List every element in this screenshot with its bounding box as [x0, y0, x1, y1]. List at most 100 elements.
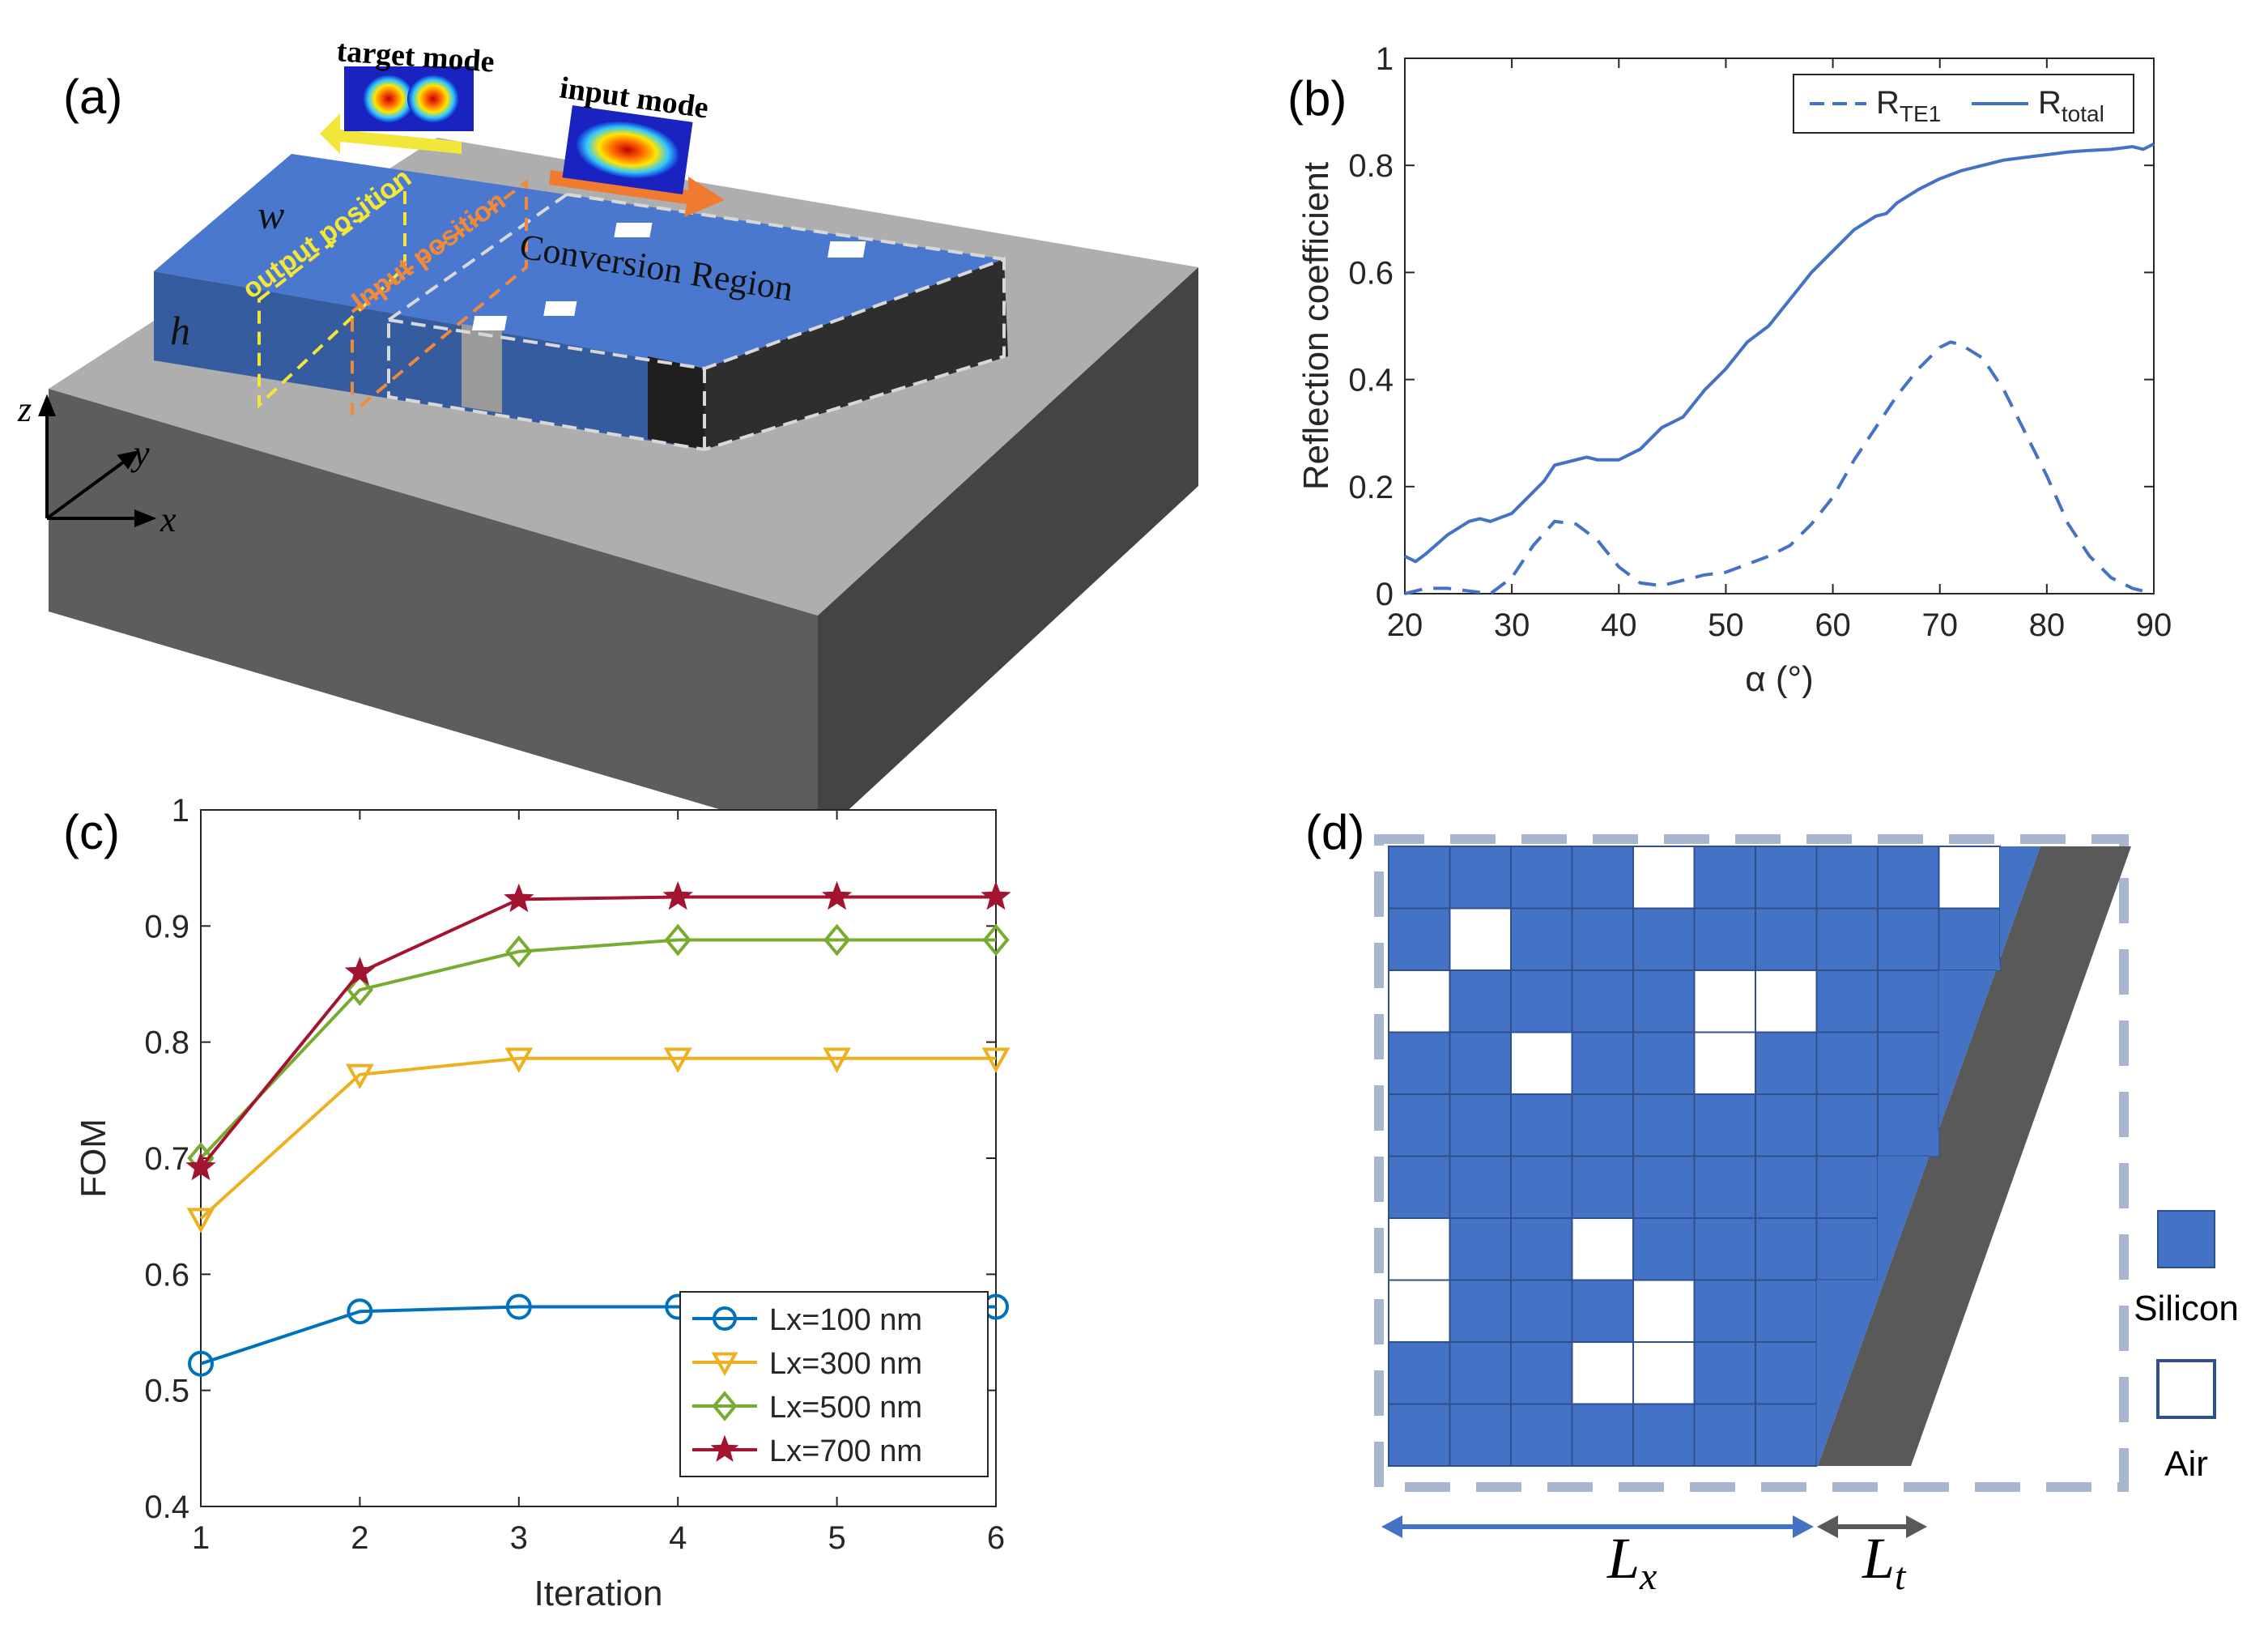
silicon-taper-edge [1816, 1404, 1840, 1466]
y-tick-label: 0.6 [144, 1257, 189, 1293]
axis-x-label: x [160, 500, 177, 539]
data-point [504, 1047, 534, 1073]
silicon-cell [1877, 1031, 1940, 1095]
silicon-cell [1510, 1093, 1573, 1157]
silicon-taper-edge [1938, 1032, 1974, 1094]
silicon-cell [1693, 1341, 1756, 1405]
air-cell [1632, 1341, 1696, 1405]
silicon-cell [1755, 1155, 1818, 1219]
silicon-cell [1449, 1093, 1512, 1157]
silicon-taper-edge [1878, 1218, 1907, 1280]
width-label: w [257, 192, 284, 237]
silicon-cell [1632, 1217, 1696, 1281]
silicon-taper-edge [1938, 970, 1996, 1033]
silicon-cell [1693, 1155, 1756, 1219]
design-region-frame [1374, 834, 2129, 1492]
silicon-cell [1755, 1403, 1818, 1467]
silicon-cell [1815, 1031, 1879, 1095]
series-line-R_TE1 [1404, 340, 2155, 595]
data-point [981, 880, 1011, 910]
air-cell [472, 316, 508, 330]
silicon-cell [1632, 1093, 1696, 1157]
data-point [663, 1047, 692, 1073]
silicon-cell [1449, 1403, 1512, 1467]
x-tick-label: 1 [192, 1520, 210, 1556]
x-tick-label: 30 [1494, 607, 1530, 643]
silicon-cell [1815, 907, 1879, 971]
silicon-cell [1632, 1155, 1696, 1219]
panel-a-label: (a) [63, 70, 122, 124]
lx-arrowhead-left [1381, 1515, 1402, 1538]
silicon-cell [1571, 1279, 1634, 1343]
y-tick-label: 0.5 [144, 1374, 189, 1409]
panel-b-label: (b) [1287, 71, 1347, 126]
silicon-cell [1755, 1341, 1818, 1405]
air-cell [1755, 969, 1818, 1033]
input-mode-image [562, 104, 693, 195]
lt-arrowhead-right [1906, 1515, 1927, 1538]
silicon-cell [1693, 846, 1756, 910]
x-tick-label: 5 [828, 1520, 845, 1556]
silicon-cell [1755, 907, 1818, 971]
silicon-cell [1571, 1031, 1634, 1095]
silicon-cell [1571, 969, 1634, 1033]
silicon-cell [1632, 969, 1696, 1033]
silicon-cell [1938, 907, 2001, 971]
silicon-cell [1755, 846, 1818, 910]
air-cell [1388, 1217, 1451, 1281]
coordinate-axes [38, 394, 157, 527]
axis-y-label: y [130, 433, 150, 473]
silicon-cell [1877, 907, 1940, 971]
lt-arrowhead-left [1817, 1515, 1838, 1538]
silicon-cell [1449, 969, 1512, 1033]
series-line-Lx=500 nm [199, 938, 996, 1160]
data-point [821, 880, 853, 910]
waveguide-front [154, 271, 704, 450]
legend-label: Lx=300 nm [769, 1347, 922, 1381]
panel-a-schematic: (a) output position Input position Conve… [17, 34, 1198, 838]
legend-box [1793, 74, 2134, 134]
silicon-cell [1449, 1031, 1512, 1095]
reflection-chart: 20 30 40 50 60 70 80 90 0 0.2 0.4 0.6 0.8 1 α (°) Refle… [1296, 41, 2172, 699]
silicon-cell [1449, 1217, 1512, 1281]
silicon-cell [1755, 1031, 1818, 1095]
data-point [823, 1047, 851, 1073]
silicon-cell [1571, 1093, 1634, 1157]
air-cell [614, 223, 653, 237]
height-label: h [170, 308, 190, 353]
series-line-R_total [1404, 142, 2155, 564]
substrate-front [49, 389, 818, 838]
air-cell [1693, 969, 1756, 1033]
legend-label: Lx=700 nm [769, 1434, 922, 1468]
silicon-cell [1449, 1279, 1512, 1343]
panel-c-label: (c) [63, 805, 120, 859]
silicon-cell [1571, 1403, 1634, 1467]
data-point [505, 1293, 532, 1320]
air-cell [543, 301, 577, 316]
air-cell [1938, 846, 2001, 910]
legend-label-R_total: Rtotal [2038, 85, 2104, 126]
data-point [346, 1063, 374, 1089]
silicon-cell [1632, 1031, 1696, 1095]
panel-d-pixel-grid [1374, 834, 2216, 1538]
silicon-cell [1815, 969, 1879, 1033]
data-point [823, 923, 851, 957]
data-point [505, 935, 533, 968]
silicon-cell [1877, 846, 1940, 910]
series-line-Lx=700 nm [199, 895, 996, 1169]
silicon-cell [1510, 1341, 1573, 1405]
silicon-cell [1510, 1403, 1573, 1467]
x-tick-label: 50 [1708, 607, 1744, 643]
legend-marker [711, 1352, 738, 1377]
legend-silicon-label: Silicon [2134, 1289, 2239, 1328]
silicon-taper-edge [1996, 908, 2019, 970]
silicon-cell [1510, 969, 1573, 1033]
air-cell [1571, 1217, 1634, 1281]
silicon-cell [1571, 846, 1634, 910]
y-tick-label: 0.2 [1348, 470, 1394, 505]
x-tick-label: 6 [987, 1520, 1005, 1556]
y-tick-label: 0.9 [144, 909, 189, 944]
data-point [664, 923, 691, 957]
legend-marker [710, 1434, 739, 1462]
